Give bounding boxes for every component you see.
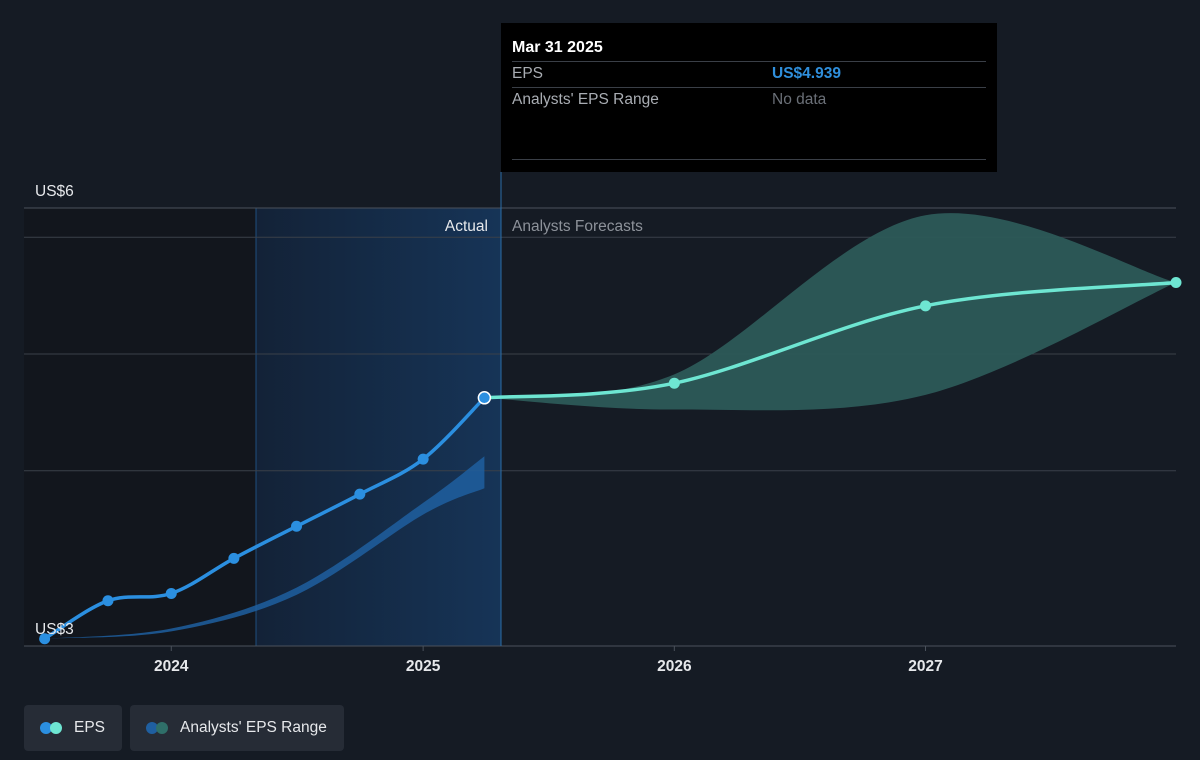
- forecast-eps-range-area: [484, 213, 1176, 411]
- eps-forecast-point: [668, 377, 680, 389]
- legend-dot-actual: [40, 722, 52, 734]
- eps-points: [39, 276, 1182, 645]
- y-label-bottom: US$3: [35, 621, 74, 638]
- range-legend-icon: [146, 722, 170, 734]
- tooltip-divider: [512, 159, 986, 160]
- tooltip-range-label: Analysts' EPS Range: [512, 91, 659, 108]
- eps-current-point: [477, 391, 492, 405]
- legend-item-range[interactable]: Analysts' EPS Range: [130, 705, 344, 751]
- tooltip-eps-label: EPS: [512, 65, 544, 82]
- legend-eps-label: EPS: [74, 719, 106, 736]
- x-axis-ticks: 2024 2025 2026 2027: [154, 646, 943, 675]
- eps-actual-point: [291, 520, 303, 532]
- eps-actual-point: [417, 453, 429, 465]
- eps-forecast-point: [920, 300, 932, 312]
- eps-actual-point: [228, 552, 240, 564]
- pre-actual-region: [24, 208, 256, 646]
- x-tick-label: 2027: [908, 658, 942, 675]
- eps-actual-point: [165, 587, 177, 599]
- eps-chart: US$6 US$3 Actual Analysts Forecasts 2024…: [24, 172, 1182, 675]
- eps-actual-point: [102, 595, 114, 607]
- actual-region-label: Actual: [445, 218, 488, 235]
- tooltip-row-eps: EPS US$4.939: [512, 61, 986, 87]
- legend-dot-forecast: [50, 722, 62, 734]
- legend-dot-past-range: [146, 722, 159, 734]
- forecast-region-label: Analysts Forecasts: [512, 218, 643, 235]
- x-tick-label: 2024: [154, 658, 189, 675]
- x-tick-label: 2025: [406, 658, 441, 675]
- eps-forecast-line: [482, 280, 1178, 400]
- tooltip-range-value: No data: [772, 91, 827, 108]
- legend-range-label: Analysts' EPS Range: [180, 719, 327, 736]
- eps-actual-point: [39, 633, 51, 645]
- tooltip: Mar 31 2025 EPS US$4.939 Analysts' EPS R…: [501, 23, 997, 172]
- tooltip-date: Mar 31 2025: [512, 39, 603, 56]
- past-eps-range-area: [44, 456, 485, 639]
- tooltip-row-range: Analysts' EPS Range No data: [512, 87, 986, 113]
- tooltip-eps-value: US$4.939: [772, 65, 841, 82]
- x-tick-label: 2026: [657, 658, 692, 675]
- eps-forecast-point: [1170, 276, 1182, 288]
- legend: EPS Analysts' EPS Range: [24, 705, 344, 751]
- legend-item-eps[interactable]: EPS: [24, 705, 123, 751]
- actual-region: [256, 208, 501, 646]
- legend-dot-forecast-range: [156, 722, 169, 734]
- eps-actual-point: [354, 488, 366, 500]
- y-label-top: US$6: [35, 183, 74, 200]
- eps-legend-icon: [40, 722, 64, 734]
